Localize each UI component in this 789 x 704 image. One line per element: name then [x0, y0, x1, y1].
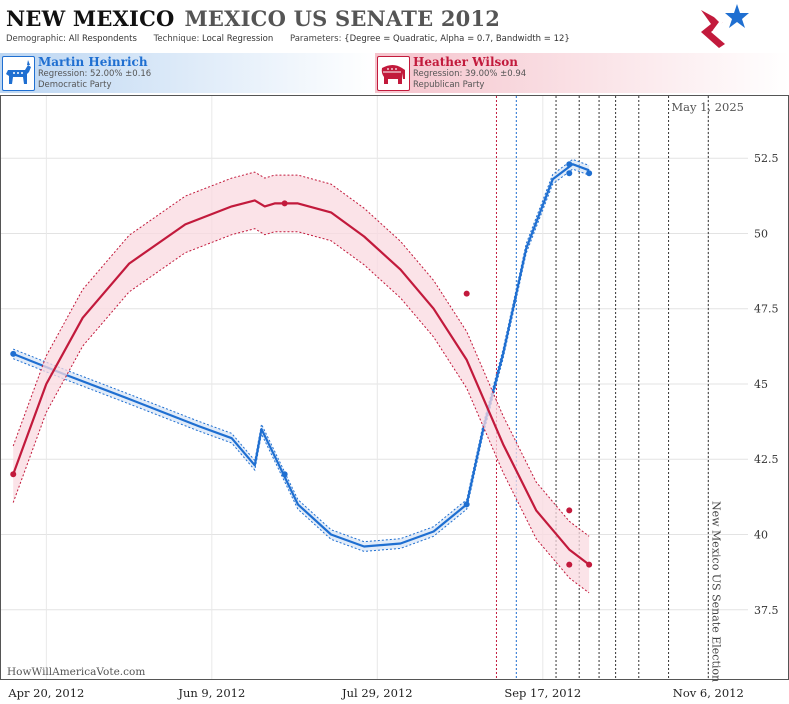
candidate-democrat: Martin Heinrich Regression: 52.00% ±0.16… — [0, 53, 375, 93]
title-state: NEW MEXICO — [6, 6, 175, 31]
election-label: New Mexico US Senate Election — [709, 501, 722, 682]
x-tick-label: Sep 17, 2012 — [504, 686, 581, 700]
title-race: MEXICO US SENATE 2012 — [184, 6, 501, 31]
technique-value: Local Regression — [202, 34, 274, 44]
poll-chart: 37.5 40 42.5 45 47.5 50 52.5 Apr 20, 2012 Jun 9,… — [0, 95, 789, 700]
star-logo-icon — [701, 4, 749, 48]
poll-point — [566, 170, 573, 177]
poll-point — [10, 350, 17, 357]
y-tick-label: 37.5 — [754, 604, 779, 617]
trend-line — [12, 199, 590, 566]
x-tick-label: Apr 20, 2012 — [7, 686, 84, 700]
demographic-value: All Respondents — [68, 34, 137, 44]
poll-point — [463, 501, 470, 508]
y-tick-label: 52.5 — [754, 152, 779, 165]
x-tick-label: Jul 29, 2012 — [341, 686, 413, 700]
y-tick-label: 40 — [754, 529, 768, 542]
y-tick-label: 50 — [754, 227, 768, 240]
candidate-republican: Heather Wilson Regression: 39.00% ±0.94 … — [375, 53, 789, 93]
page-title: NEW MEXICO MEXICO US SENATE 2012 — [6, 6, 500, 31]
candidate-regression: Regression: 52.00% ±0.16 — [38, 69, 152, 79]
demographic-label: Demographic: — [6, 34, 67, 44]
parameters-value: {Degree = Quadratic, Alpha = 0.7, Bandwi… — [344, 34, 570, 44]
candidate-party: Democratic Party — [38, 80, 112, 90]
candidate-bar: Martin Heinrich Regression: 52.00% ±0.16… — [0, 53, 789, 95]
header: NEW MEXICO MEXICO US SENATE 2012 Demograp… — [0, 0, 789, 52]
x-tick-label: Jun 9, 2012 — [177, 686, 245, 700]
poll-point — [10, 471, 17, 478]
candidate-badge — [377, 56, 410, 91]
y-tick-label: 47.5 — [754, 303, 779, 316]
parameters-label: Parameters: — [289, 34, 342, 44]
y-tick-label: 45 — [754, 378, 768, 391]
poll-point — [281, 471, 288, 478]
technique-label: Technique: — [153, 34, 200, 44]
parameters-line: Demographic: All Respondents Technique: … — [6, 34, 584, 44]
poll-point — [281, 200, 288, 207]
confidence-band — [13, 172, 590, 593]
y-tick-label: 42.5 — [754, 453, 779, 466]
x-tick-label: Nov 6, 2012 — [673, 686, 744, 700]
poll-point — [566, 161, 573, 168]
candidate-name: Heather Wilson — [413, 55, 519, 69]
plot-frame — [0, 95, 789, 680]
watermark: HowWillAmericaVote.com — [7, 666, 145, 678]
date-label: May 1, 2025 — [671, 100, 744, 114]
poll-point — [586, 561, 593, 568]
poll-point — [566, 561, 573, 568]
trend-line — [12, 163, 590, 548]
donkey-icon — [6, 60, 31, 84]
poll-point — [566, 507, 573, 514]
elephant-icon — [381, 65, 405, 84]
candidate-badge — [2, 56, 35, 91]
poll-point — [463, 290, 470, 297]
candidate-name: Martin Heinrich — [38, 55, 148, 69]
poll-point — [586, 170, 593, 177]
candidate-regression: Regression: 39.00% ±0.94 — [413, 69, 527, 79]
candidate-party: Republican Party — [413, 80, 485, 90]
